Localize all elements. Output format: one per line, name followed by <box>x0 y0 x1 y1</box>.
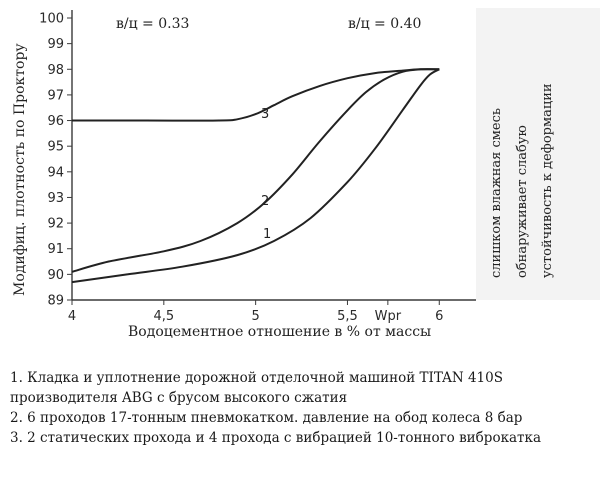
y-axis-title: Модифиц. плотность по Проктору <box>12 43 28 296</box>
legend: 1. Кладка и уплотнение дорожной отделочн… <box>10 368 595 448</box>
series-line-1 <box>71 68 440 284</box>
x-axis-title: Водоцементное отношение в % от массы <box>128 324 431 340</box>
x-tick-label: 5,5 <box>337 309 358 324</box>
x-tick-label: 4 <box>68 309 76 324</box>
wc-annotation-right: в/ц = 0.40 <box>348 16 421 32</box>
y-tick-label: 100 <box>39 12 64 27</box>
series-label-1: 1 <box>263 227 271 242</box>
x-tick-label: 5 <box>251 309 259 324</box>
series-line-2 <box>71 68 440 273</box>
y-tick-label: 98 <box>47 63 64 78</box>
wet-zone-shade <box>476 8 600 300</box>
x-tick-label: 4,5 <box>153 309 174 324</box>
y-tick-label: 93 <box>47 191 64 206</box>
y-tick-label: 97 <box>47 88 64 103</box>
series-lines <box>71 68 440 284</box>
chart: 89 90 91 92 93 94 95 96 97 98 99 100 4 4,5 5 5,5 Wpr 6 3… <box>12 8 600 340</box>
y-tick-label: 96 <box>47 114 64 129</box>
y-ticks: 89 90 91 92 93 94 95 96 97 98 99 100 <box>39 12 72 309</box>
y-tick-label: 94 <box>47 165 64 180</box>
wet-note-line3: устойчивость к деформации <box>540 83 555 278</box>
y-tick-label: 95 <box>47 140 64 155</box>
x-ticks: 4 4,5 5 5,5 Wpr 6 <box>68 300 443 324</box>
legend-item-2: 2. 6 проходов 17-тонным пневмокатком. да… <box>10 410 523 426</box>
y-tick-label: 92 <box>47 217 64 232</box>
y-tick-label: 89 <box>47 294 64 309</box>
series-label-3: 3 <box>261 107 269 122</box>
x-tick-label: 6 <box>435 309 443 324</box>
wet-note-line2: обнаруживает слабую <box>515 125 530 278</box>
x-tick-label: Wpr <box>375 309 402 324</box>
y-tick-label: 90 <box>47 268 64 283</box>
legend-item-3: 3. 2 статических прохода и 4 прохода с в… <box>10 430 542 446</box>
legend-item-1: 1. Кладка и уплотнение дорожной отделочн… <box>10 370 503 406</box>
wet-note-line1: слишком влажная смесь <box>489 108 504 278</box>
series-line-3 <box>72 68 440 122</box>
axes <box>71 10 476 301</box>
wc-annotation-left: в/ц = 0.33 <box>116 16 189 32</box>
y-tick-label: 91 <box>47 242 64 257</box>
series-label-2: 2 <box>261 194 269 209</box>
y-tick-label: 99 <box>47 37 64 52</box>
